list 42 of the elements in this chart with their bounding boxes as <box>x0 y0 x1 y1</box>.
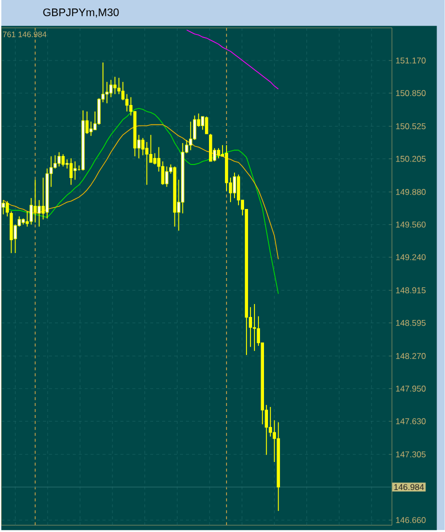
y-tick-label: 147.305 <box>396 451 426 458</box>
candlestick <box>141 137 145 156</box>
candlestick <box>70 158 73 186</box>
y-tick-label: 151.170 <box>396 58 426 64</box>
candlestick <box>252 304 256 352</box>
candlestick <box>205 116 208 134</box>
candlestick <box>237 174 240 206</box>
candlestick <box>30 198 33 226</box>
candlestick <box>268 406 272 437</box>
candlestick <box>58 152 61 167</box>
candlestick <box>125 94 129 112</box>
candlestick <box>2 200 5 215</box>
candlestick <box>201 116 204 130</box>
candlestick <box>109 79 113 98</box>
y-tick-label: 149.560 <box>396 222 426 228</box>
candlestick <box>217 148 220 159</box>
y-tick-label: 150.525 <box>396 123 426 130</box>
candlestick <box>6 200 9 217</box>
candlestick <box>233 172 236 199</box>
y-tick-label: 148.595 <box>396 320 426 326</box>
y-tick-label: 148.915 <box>396 287 426 294</box>
candlestick <box>113 76 117 95</box>
candlestick <box>161 160 164 186</box>
y-tick-label: 149.880 <box>396 188 426 195</box>
candlestick <box>74 160 77 180</box>
candlestick <box>34 179 37 223</box>
candlestick <box>105 81 109 104</box>
y-tick-label: 150.205 <box>396 156 426 162</box>
candlestick <box>153 152 156 165</box>
candlestick <box>38 200 41 228</box>
y-tick-label: 146.660 <box>396 517 426 524</box>
candlestick <box>62 154 65 167</box>
candlestick <box>145 142 148 186</box>
candlestick <box>90 121 93 136</box>
y-tick-label: 147.630 <box>396 418 426 424</box>
y-tick-label: 150.850 <box>396 90 426 96</box>
candlestick <box>165 166 168 188</box>
y-tick-label: 147.950 <box>396 386 426 392</box>
y-tick-label: 148.270 <box>396 353 426 359</box>
ref-line-label: 146.984 <box>394 484 424 490</box>
chart-title: GBPJPYm,M30 <box>43 8 119 18</box>
y-tick-label: 149.240 <box>396 254 426 260</box>
